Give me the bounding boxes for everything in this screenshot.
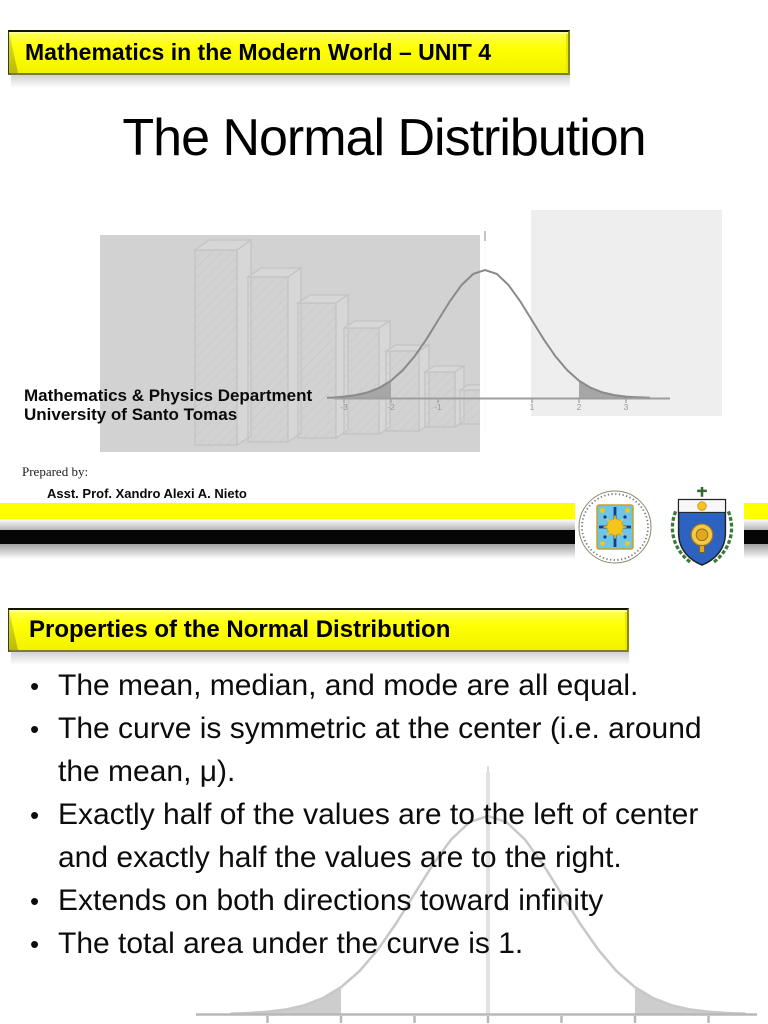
- slide1-title: The Normal Distribution: [122, 109, 646, 167]
- stripe-gradient-gap: [0, 519, 768, 530]
- bullet-item: Extends on both directions toward infini…: [28, 879, 736, 923]
- tick-label: -3: [340, 402, 348, 412]
- ust-coat-of-arms-logo: [670, 486, 734, 566]
- right-tail-shaded-region: [635, 987, 736, 1014]
- tick-label: 2: [577, 402, 582, 412]
- department-line1: Mathematics & Physics Department: [24, 386, 313, 405]
- axis-ticks: [343, 399, 627, 403]
- tick-label: 3: [624, 402, 629, 412]
- ust-round-seal-logo: [578, 490, 652, 564]
- buildings-sketch-backdrop: [100, 235, 480, 452]
- slide1-header-label: Mathematics in the Modern World – UNIT 4: [25, 39, 492, 65]
- tick-label: -1: [434, 402, 442, 412]
- properties-bullet-list: The mean, median, and mode are all equal…: [28, 664, 736, 966]
- prepared-by-name: Asst. Prof. Xandro Alexi A. Nieto: [47, 486, 247, 501]
- department-text: Mathematics & Physics Department Univers…: [24, 386, 312, 424]
- buildings-sketch-graphic: [192, 238, 480, 447]
- slide2-header-label: Properties of the Normal Distribution: [29, 616, 451, 643]
- left-tail-shaded-region: [333, 380, 391, 399]
- bullet-item: The total area under the curve is 1.: [28, 922, 736, 966]
- bell-curve: [326, 268, 651, 399]
- bullet-item: Exactly half of the values are to the le…: [28, 793, 736, 879]
- left-tail-shaded-region: [240, 987, 341, 1014]
- university-logos-panel: [575, 486, 744, 568]
- bullet-item: The curve is symmetric at the center (i.…: [28, 707, 736, 793]
- mean-vertical-line-slide1: [484, 236, 487, 432]
- bullet-item: The mean, median, and mode are all equal…: [28, 664, 736, 708]
- tick-label: 1: [530, 402, 535, 412]
- right-tail-shaded-region: [579, 380, 644, 399]
- slide2-header-banner: Properties of the Normal Distribution: [8, 608, 629, 665]
- axis-tick-labels: -3 -2 -1 1 2 3: [340, 402, 628, 412]
- normal-curve-chart-small: -3 -2 -1 1 2 3: [326, 231, 670, 412]
- axis-ticks: [266, 1016, 710, 1023]
- light-backdrop-panel: [531, 210, 722, 416]
- prepared-by-label: Prepared by:: [22, 464, 89, 479]
- tick-label: -2: [387, 402, 395, 412]
- department-line2: University of Santo Tomas: [24, 405, 238, 424]
- slide1-header-banner: Mathematics in the Modern World – UNIT 4: [8, 30, 570, 88]
